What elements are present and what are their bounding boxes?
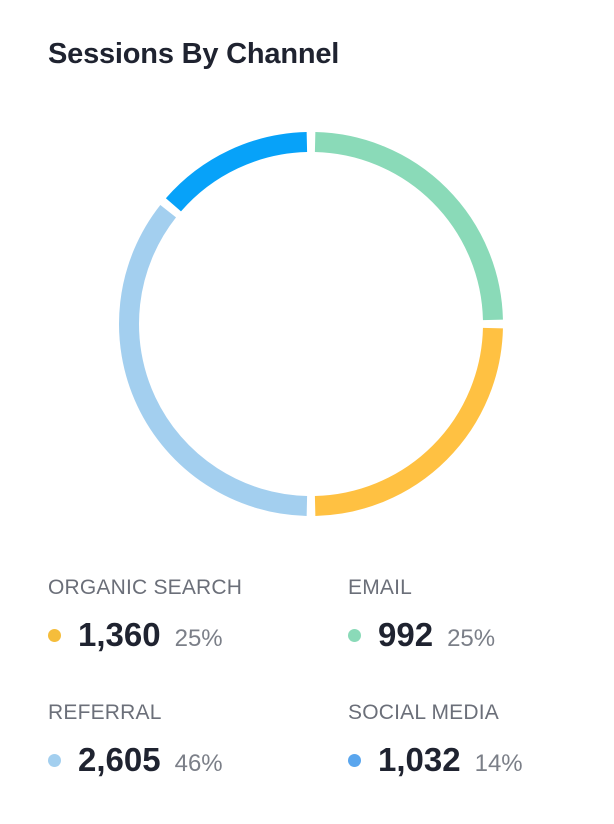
legend-item-referral: REFERRAL 2,605 46% — [48, 701, 223, 779]
legend-percent: 25% — [447, 625, 496, 652]
legend-label: SOCIAL MEDIA — [348, 701, 499, 724]
legend-value: 2,605 — [78, 741, 161, 778]
legend-item-email: EMAIL 992 25% — [348, 576, 495, 654]
legend-item-organic-search: ORGANIC SEARCH 1,360 25% — [48, 576, 242, 654]
legend-percent: 25% — [174, 625, 223, 652]
legend-value: 1,032 — [378, 741, 461, 778]
legend-percent: 46% — [174, 750, 223, 777]
donut-segment-organic-search — [314, 327, 503, 516]
legend-dot — [48, 629, 61, 642]
donut-segment-social-media — [165, 132, 308, 212]
legend-label: EMAIL — [348, 576, 413, 599]
legend-label: REFERRAL — [48, 701, 162, 724]
legend-dot — [348, 629, 361, 642]
chart-title: Sessions By Channel — [48, 38, 340, 70]
donut-segment-referral — [119, 205, 308, 516]
legend-label: ORGANIC SEARCH — [48, 576, 243, 599]
legend-item-social-media: SOCIAL MEDIA 1,032 14% — [348, 701, 523, 779]
legend-percent: 14% — [474, 750, 523, 777]
donut-segment-email — [314, 132, 503, 321]
legend-dot — [48, 754, 61, 767]
legend-value: 992 — [378, 616, 434, 653]
legend-value: 1,360 — [78, 616, 161, 653]
donut-chart — [119, 132, 503, 516]
legend-dot — [348, 754, 361, 767]
